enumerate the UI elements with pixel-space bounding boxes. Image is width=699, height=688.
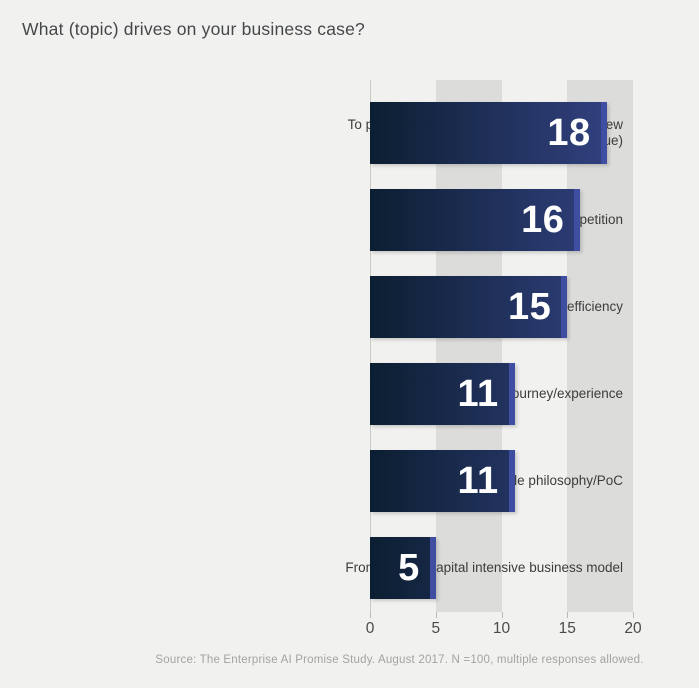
bar-edge-highlight	[508, 363, 515, 425]
category-label: From labor to capital intensive business…	[345, 559, 623, 575]
x-axis-tick-mark	[567, 612, 569, 618]
x-axis-tick-label: 20	[624, 620, 642, 637]
bar-row: From labor to capital intensive business…	[345, 537, 633, 599]
bar-edge-highlight	[561, 276, 568, 338]
plot-area: To provide growth potential (new product…	[345, 80, 642, 637]
chart-title: What (topic) drives on your business cas…	[22, 19, 365, 39]
x-axis-tick-label: 15	[558, 620, 576, 637]
bar-value-label: 5	[398, 547, 420, 589]
source-note: Source: The Enterprise AI Promise Study.…	[155, 654, 644, 666]
bar-value-label: 11	[457, 460, 499, 502]
bar: 11	[370, 363, 515, 425]
bar: 18	[370, 102, 607, 164]
bar: 16	[370, 189, 581, 251]
x-axis-tick-mark	[435, 612, 437, 618]
x-axis-tick-label: 5	[431, 620, 441, 637]
bar-row: To provide cost savings through efficien…	[370, 276, 633, 338]
bar-edge-highlight	[429, 537, 436, 599]
y-axis-line	[370, 80, 371, 612]
grid-band	[435, 80, 502, 612]
bar-edge-highlight	[508, 450, 515, 512]
bar-row: To provide growth potential (new product…	[348, 102, 633, 164]
bar: 15	[370, 276, 568, 338]
bar-edge-highlight	[600, 102, 607, 164]
bar-value-label: 18	[547, 112, 591, 154]
grid-band	[567, 80, 633, 612]
bar-edge-highlight	[574, 189, 581, 251]
x-axis-tick-mark	[633, 612, 634, 618]
bar-value-label: 11	[457, 373, 499, 415]
bar-value-label: 15	[507, 286, 552, 328]
bar-row: To experiment/fail/agile philosophy/PoC1…	[370, 450, 633, 512]
x-axis-tick-mark	[501, 612, 503, 618]
bar: 5	[370, 537, 436, 599]
x-axis-tick-mark	[370, 612, 371, 618]
x-axis-tick-label: 0	[365, 620, 375, 637]
bar: 11	[370, 450, 515, 512]
x-axis-tick-label: 10	[492, 620, 511, 637]
bar-value-label: 16	[521, 199, 565, 241]
